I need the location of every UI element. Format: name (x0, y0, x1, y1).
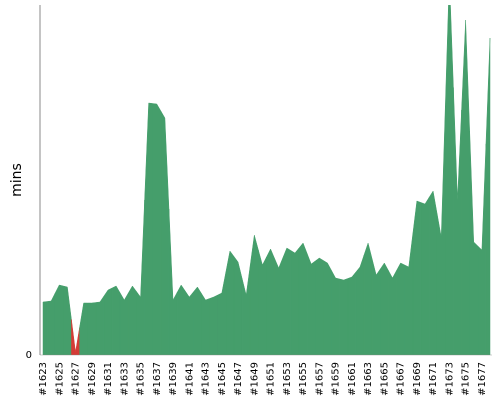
build-area (128, 285, 137, 355)
plot-area (42, 5, 491, 355)
build-area (201, 292, 210, 355)
build-area (306, 253, 316, 355)
build-area (184, 290, 194, 355)
build-area (420, 196, 430, 355)
build-area (428, 190, 438, 355)
build-area (445, 5, 454, 355)
y-tick-label: 0 (26, 350, 32, 361)
build-area (290, 247, 300, 355)
x-tick-label: #1623 (38, 362, 49, 396)
build-area (152, 103, 162, 355)
build-area (323, 260, 332, 355)
build-area (469, 130, 479, 355)
build-area (54, 284, 64, 355)
build-area (79, 302, 88, 355)
x-tick-label: #1637 (152, 362, 163, 396)
build-area (315, 257, 324, 355)
build-area (266, 248, 275, 355)
x-tick-label: #1661 (347, 362, 358, 396)
build-area (241, 264, 251, 355)
build-area (176, 284, 186, 355)
build-area (274, 257, 284, 355)
x-tick-label: #1651 (266, 362, 277, 396)
x-tick-label: #1671 (428, 362, 439, 396)
build-area (282, 247, 292, 355)
x-tick-label: #1649 (249, 362, 260, 396)
build-area (233, 255, 243, 355)
build-area (412, 200, 422, 355)
build-area (388, 270, 397, 355)
x-tick-label: #1643 (201, 362, 212, 396)
build-area (87, 302, 97, 355)
build-area (339, 278, 349, 355)
x-tick-label: #1653 (282, 362, 293, 396)
build-area (144, 102, 153, 355)
x-tick-label: #1625 (54, 362, 65, 396)
build-area (42, 301, 48, 355)
x-tick-label: #1667 (396, 362, 407, 396)
build-area (95, 295, 105, 355)
x-tick-label: #1675 (461, 362, 472, 396)
build-area (404, 233, 414, 355)
x-tick-label: #1663 (363, 362, 374, 396)
x-tick-label: #1633 (119, 362, 130, 396)
build-area (453, 87, 462, 355)
build-area (396, 262, 405, 355)
build-area (209, 294, 218, 355)
build-area (477, 143, 487, 355)
build-area (193, 286, 202, 355)
build-area (485, 37, 491, 355)
x-tick-label: #1647 (233, 362, 244, 396)
build-area (355, 254, 365, 355)
x-tick-label: #1629 (87, 362, 98, 396)
build-area (136, 199, 145, 355)
x-tick-label: #1665 (379, 362, 390, 396)
build-area (63, 285, 72, 355)
x-tick-label: #1627 (71, 362, 82, 396)
x-tick-label: #1677 (477, 362, 488, 396)
build-area (347, 271, 357, 355)
build-area (217, 271, 227, 355)
x-tick-label: #1657 (314, 362, 325, 396)
x-tick-label: #1639 (168, 362, 179, 396)
x-tick-label: #1645 (217, 362, 228, 396)
build-area (258, 249, 267, 355)
x-tick-label: #1631 (103, 362, 114, 396)
build-area (363, 242, 373, 355)
build-area (331, 270, 340, 355)
x-tick-label: #1635 (136, 362, 147, 396)
build-area (225, 250, 235, 355)
build-area (461, 19, 470, 355)
build-area (436, 105, 446, 355)
y-axis-label: mins (9, 163, 25, 197)
x-tick-label: #1655 (298, 362, 309, 396)
build-area (168, 208, 178, 355)
build-area (46, 292, 56, 355)
build-area (103, 287, 113, 355)
build-area (119, 292, 129, 355)
build-area (371, 258, 381, 355)
build-area (298, 242, 308, 355)
build-area (160, 110, 170, 355)
build-area (71, 319, 80, 355)
x-tick-label: #1669 (412, 362, 423, 396)
build-area (249, 234, 259, 355)
build-area (111, 285, 121, 355)
x-tick-label: #1673 (444, 362, 455, 396)
x-tick-label: #1641 (184, 362, 195, 396)
x-tick-label: #1659 (331, 362, 342, 396)
build-area (380, 262, 389, 355)
